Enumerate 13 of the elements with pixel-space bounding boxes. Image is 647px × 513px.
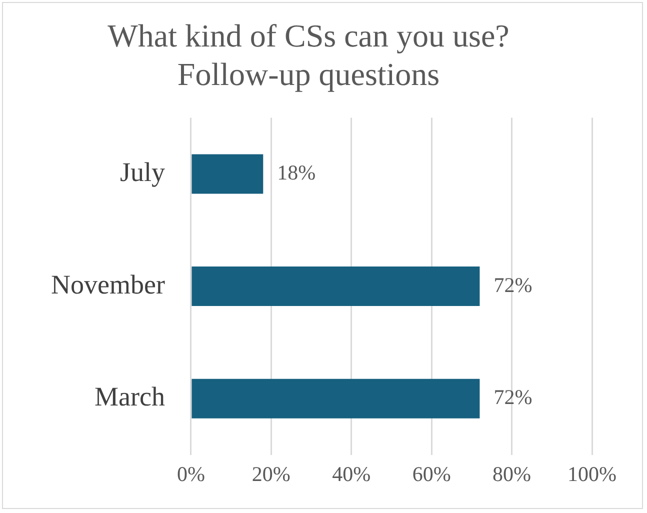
x-tick-label: 100% — [568, 462, 616, 486]
x-tick-label: 40% — [332, 462, 371, 486]
x-tick-label: 60% — [412, 462, 451, 486]
x-tick-label: 20% — [252, 462, 290, 486]
y-tick-label: July — [120, 157, 166, 188]
y-tick-label: March — [94, 382, 166, 412]
data-label: 18% — [277, 160, 316, 184]
chart-title: What kind of CSs can you use? Follow-up questions — [108, 18, 510, 92]
x-tick-label: 0% — [176, 462, 205, 486]
data-label: 72% — [494, 385, 532, 410]
y-tick-label: November — [50, 269, 165, 300]
data-label: 72% — [494, 272, 532, 297]
x-tick-label: 80% — [492, 462, 532, 486]
